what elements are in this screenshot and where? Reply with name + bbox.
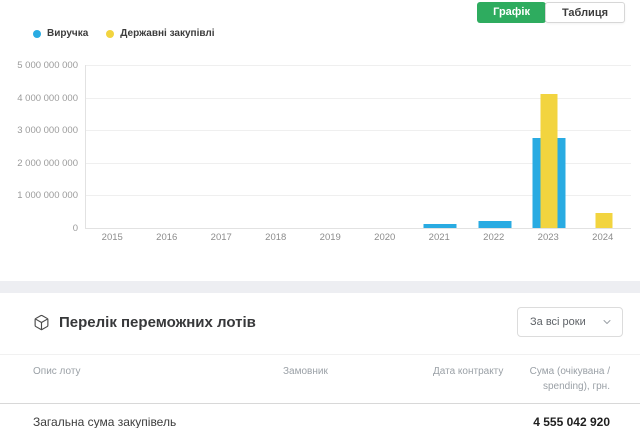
lots-section: Перелік переможних лотів За всі роки Опи… [0, 293, 640, 428]
bar-group-2024 [577, 65, 632, 228]
legend-dot-revenue [33, 29, 41, 38]
bar-group-2023 [522, 65, 577, 228]
y-tick-label: 5 000 000 000 [17, 60, 78, 71]
y-tick-label: 1 000 000 000 [17, 190, 78, 202]
legend-item-revenue: Виручка [33, 28, 88, 39]
grid-line [86, 97, 631, 99]
bar-group-2019 [304, 65, 359, 228]
x-tick-label: 2023 [537, 232, 559, 243]
tab-chart[interactable]: Графік [477, 2, 546, 23]
x-tick-label: 2018 [265, 232, 287, 243]
section-title-row: Перелік переможних лотів [33, 314, 256, 331]
legend-label-procurement: Державні закупівлі [120, 28, 215, 39]
y-tick-label: 0 [72, 223, 78, 234]
x-tick-label: 2021 [428, 232, 450, 243]
col-header-contract-date: Дата контракту [433, 366, 504, 377]
section-divider [0, 281, 640, 293]
tab-table[interactable]: Таблиця [544, 2, 625, 23]
bar-group-2015 [86, 65, 141, 228]
bar-chart: 0 1 000 000 000 2 000 000 000 3 000 000 000… [0, 58, 640, 258]
bar-group-2017 [195, 65, 250, 228]
grid-line [86, 162, 631, 164]
bar-group-2018 [250, 65, 305, 228]
grid-line [86, 65, 631, 66]
package-icon [34, 314, 49, 330]
col-header-lot-description: Опис лоту [33, 366, 81, 377]
col-header-amount: Сума (очікувана / spending), грн. [529, 366, 610, 392]
y-tick-label: 3 000 000 000 [17, 125, 78, 137]
view-toggle: Графік Таблиця [477, 2, 625, 23]
chart-section: Графік Таблиця Виручка Державні закупівл… [0, 2, 640, 258]
bar-group-2016 [141, 65, 196, 228]
chart-legend: Виручка Державні закупівлі [33, 28, 215, 39]
x-tick-label: 2016 [156, 232, 178, 243]
lots-header-row: Перелік переможних лотів За всі роки [0, 293, 640, 337]
x-tick-label: 2017 [210, 232, 232, 243]
legend-dot-procurement [106, 29, 115, 38]
grid-line [86, 195, 631, 197]
bar-group-2021 [413, 65, 468, 228]
y-tick-label: 2 000 000 000 [17, 157, 78, 169]
table-header-row: Опис лоту Замовник Дата контракту Сума (… [0, 354, 640, 403]
bar-procurement-2024 [595, 213, 613, 228]
x-tick-label: 2019 [319, 232, 341, 243]
total-value: 4 555 042 920 [533, 415, 610, 428]
x-tick-label: 2024 [592, 232, 614, 243]
x-tick-label: 2022 [483, 232, 505, 243]
table-total-row: Загальна сума закупівель 4 555 042 920 [0, 403, 640, 428]
year-filter-select[interactable]: За всі роки [517, 307, 623, 337]
x-axis: 2015 2016 2017 2018 2019 2020 2021 2022 2023 2024 [85, 232, 630, 243]
section-title: Перелік переможних лотів [59, 313, 256, 331]
bar-group-2022 [468, 65, 523, 228]
legend-label-revenue: Виручка [47, 28, 89, 39]
total-label: Загальна сума закупівель [33, 415, 177, 428]
y-tick-label: 4 000 000 000 [17, 92, 78, 104]
bar-revenue-2022 [478, 221, 512, 228]
x-tick-label: 2020 [374, 232, 396, 243]
legend-item-procurement: Державні закупівлі [106, 28, 215, 39]
year-filter-value: За всі роки [530, 316, 586, 328]
plot-area [85, 65, 631, 229]
bar-procurement-2023 [540, 94, 558, 228]
bar-revenue-2021 [423, 224, 457, 228]
col-header-customer: Замовник [283, 366, 328, 377]
grid-line [86, 130, 631, 132]
x-tick-label: 2015 [101, 232, 123, 243]
bar-group-2020 [359, 65, 414, 228]
chevron-down-icon [603, 320, 611, 324]
